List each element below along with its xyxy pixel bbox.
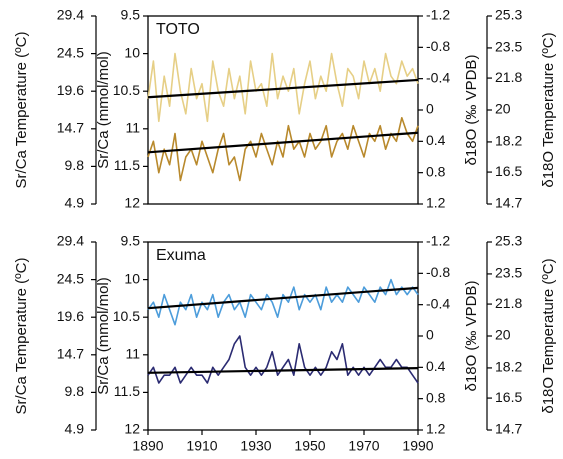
y-tick-label: 11.5 [114, 157, 140, 173]
plot-frame [147, 241, 419, 431]
y-tick-label: 18.2 [495, 133, 522, 149]
y-tick-label: 10.5 [113, 82, 140, 98]
y-tick-label: 23.5 [495, 39, 522, 55]
y-tick-label: 12 [124, 195, 140, 211]
y-tick-label: 23.5 [495, 265, 522, 281]
y-tick-label: 29.4 [57, 7, 84, 23]
y-tick-label: 25.3 [495, 233, 522, 249]
y-tick-label: 9.5 [121, 7, 141, 23]
trend-line [147, 78, 419, 99]
panel-title: TOTO [156, 21, 200, 38]
axis-title: δ18O (‰ VPDB) [463, 281, 480, 392]
y-tick-label: 10 [124, 44, 140, 60]
y-tick-label: 14.7 [495, 421, 522, 437]
y-tick-label: 29.4 [57, 233, 84, 249]
axis-title: δ18O (‰ VPDB) [463, 55, 480, 166]
axis-title: Sr/Ca Temperature (ºC) [13, 32, 30, 189]
y-tick-label: 9.8 [65, 383, 85, 399]
y-tick-label: 14.7 [57, 346, 84, 362]
data-line [147, 335, 419, 384]
y-tick-label: -1.2 [426, 7, 450, 23]
x-tick-label: 1990 [402, 438, 433, 454]
y-tick-label: 0.8 [426, 389, 446, 405]
y-tick-label: 20 [495, 101, 511, 117]
data-line [147, 278, 419, 326]
x-tick-label: 1890 [132, 438, 163, 454]
trend-line [147, 286, 419, 310]
axis-title: Sr/Ca (mmol/mol) [95, 277, 112, 395]
data-line [147, 52, 419, 123]
y-tick-label: 9.8 [65, 157, 85, 173]
y-tick-label: 10 [124, 270, 140, 286]
y-tick-label: 24.5 [57, 270, 84, 286]
y-tick-label: 14.7 [57, 120, 84, 136]
x-tick-label: 1930 [240, 438, 271, 454]
y-tick-label: 10.5 [113, 308, 140, 324]
axis-title: Sr/Ca Temperature (ºC) [13, 258, 30, 415]
y-tick-label: 4.9 [65, 421, 85, 437]
y-tick-label: 0.8 [426, 163, 446, 179]
y-tick-label: 16.5 [495, 389, 522, 405]
y-tick-label: 0.4 [426, 132, 446, 148]
y-tick-label: 0 [426, 327, 434, 343]
y-tick-label: 12 [124, 421, 140, 437]
y-tick-label: 20 [495, 327, 511, 343]
y-tick-label: 0.4 [426, 358, 446, 374]
trend-line [147, 367, 419, 374]
y-tick-label: 18.2 [495, 359, 522, 375]
y-tick-label: 11 [125, 346, 140, 362]
y-tick-label: -0.4 [426, 69, 450, 85]
y-tick-label: -0.4 [426, 295, 450, 311]
axis-title: δ18O Temperature (ºC) [540, 258, 557, 413]
y-tick-label: 24.5 [57, 44, 84, 60]
y-tick-label: 21.8 [495, 295, 522, 311]
y-tick-label: 11.5 [114, 383, 140, 399]
axis-title: δ18O Temperature (ºC) [540, 32, 557, 187]
plot-frame [147, 15, 419, 205]
y-tick-label: 19.6 [57, 82, 84, 98]
y-tick-label: -0.8 [426, 264, 450, 280]
y-tick-label: 21.8 [495, 69, 522, 85]
y-tick-label: 11 [125, 120, 140, 136]
y-tick-label: 1.2 [426, 421, 446, 437]
x-tick-label: 1970 [348, 438, 379, 454]
y-tick-label: 1.2 [426, 195, 446, 211]
y-tick-label: -1.2 [426, 233, 450, 249]
x-tick-label: 1950 [294, 438, 325, 454]
y-tick-label: 19.6 [57, 308, 84, 324]
y-tick-label: 9.5 [121, 233, 141, 249]
y-tick-label: 25.3 [495, 7, 522, 23]
data-line [147, 117, 419, 182]
panel-title: Exuma [156, 247, 206, 264]
y-tick-label: 16.5 [495, 163, 522, 179]
y-tick-label: 4.9 [65, 195, 85, 211]
x-tick-label: 1910 [186, 438, 217, 454]
axis-title: Sr/Ca (mmol/mol) [95, 51, 112, 169]
y-tick-label: -0.8 [426, 38, 450, 54]
trend-line [147, 131, 419, 154]
y-tick-label: 0 [426, 101, 434, 117]
y-tick-label: 14.7 [495, 195, 522, 211]
